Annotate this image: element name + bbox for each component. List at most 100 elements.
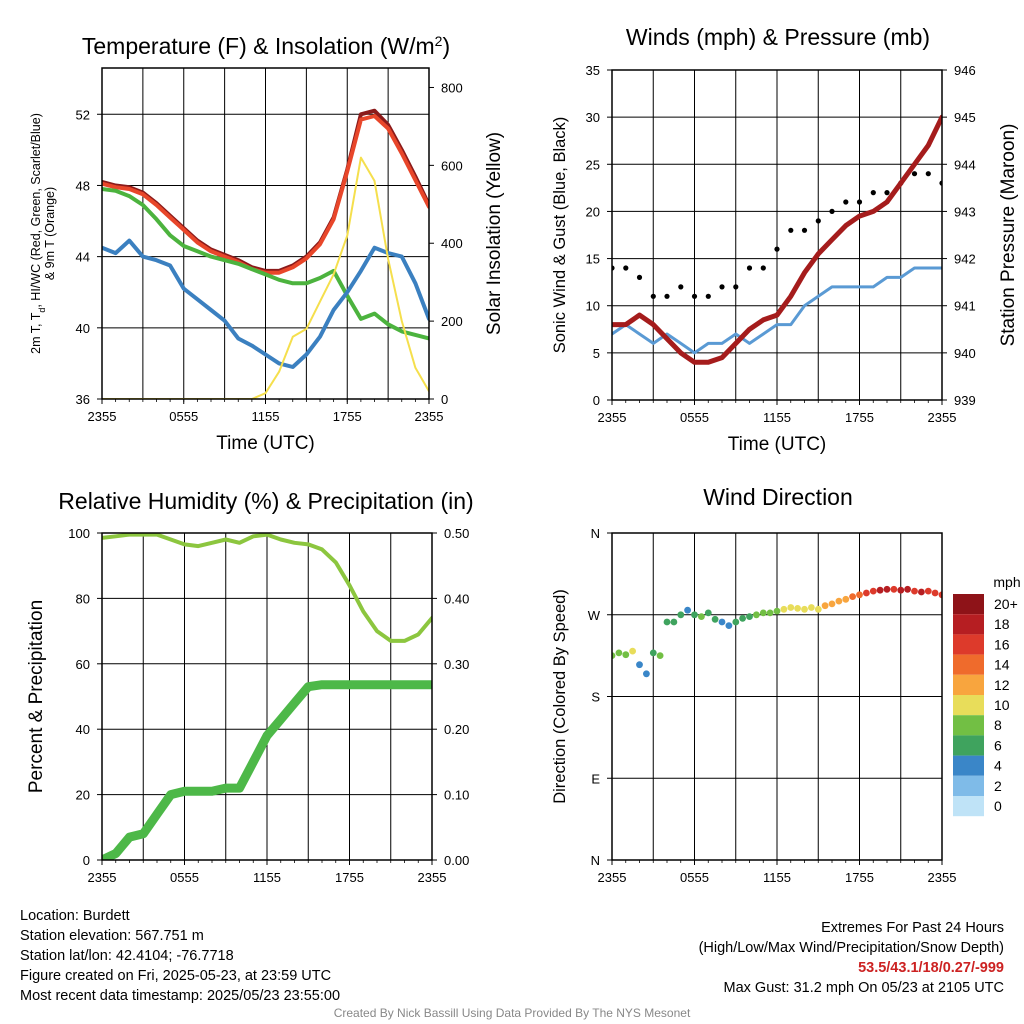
- y2-tick-label: 940: [954, 346, 976, 361]
- chart-panel-1: 36 40 44 48 52 0 200 400 600 800 2355 0555 1155 1755 2…: [29, 33, 505, 454]
- colorbar-swatch: [953, 775, 984, 796]
- y2-tick-label: 0.30: [444, 657, 469, 672]
- direction-point: [883, 585, 891, 593]
- credit-text: Created By Nick Bassill Using Data Provi…: [333, 1006, 691, 1020]
- y2-tick-label: 0.50: [444, 526, 469, 541]
- colorbar-swatch: [953, 634, 984, 655]
- gust-point: [733, 284, 739, 290]
- direction-point: [615, 649, 623, 657]
- gust-point: [664, 293, 670, 299]
- y-tick-label: 20: [586, 204, 600, 219]
- plot-frame: [101, 67, 430, 400]
- y2-axis-label-text: Solar Insolation (Yellow): [484, 132, 505, 335]
- series-line-1: [102, 533, 432, 643]
- y2-axis-label: Station Pressure (Maroon): [998, 124, 1019, 347]
- gust-point: [636, 274, 643, 280]
- station-info: Location: Burdett Station elevation: 567…: [20, 906, 340, 1006]
- y-axis-label: Direction (Colored By Speed): [551, 589, 569, 804]
- y-tick-label: 80: [76, 591, 90, 606]
- direction-point: [780, 605, 788, 613]
- series-line-5: [102, 156, 429, 399]
- direction-point: [711, 615, 719, 623]
- chart-title: Relative Humidity (%) & Precipitation (i…: [58, 488, 473, 514]
- y-tick-label: 10: [586, 299, 600, 314]
- colorbar-label: 6: [994, 737, 1002, 753]
- direction-point: [828, 600, 836, 608]
- direction-point: [643, 670, 650, 678]
- gust-point: [815, 218, 821, 224]
- gust-point: [774, 246, 780, 252]
- speed-colorbar: 20+ 18 16 14 12 10 8 6 4 2 0 mph: [953, 574, 1021, 817]
- x-tick-label: 1155: [252, 409, 280, 424]
- series-line-4: [102, 238, 429, 369]
- x-tick-label: 1755: [845, 870, 874, 885]
- chart-title: Wind Direction: [703, 484, 853, 510]
- direction-point: [766, 609, 774, 617]
- colorbar-label: 18: [994, 616, 1010, 632]
- series-line-3: [612, 114, 942, 365]
- y2-axis-label: Solar Insolation (Yellow): [484, 132, 505, 335]
- x-tick-label: 2355: [88, 870, 117, 885]
- direction-point: [704, 609, 712, 617]
- gust-point: [623, 265, 629, 271]
- direction-point: [856, 591, 863, 599]
- x-tick-label: 1755: [333, 409, 362, 424]
- direction-point: [670, 618, 678, 626]
- colorbar-label: 10: [994, 697, 1010, 713]
- y2-tick-label: 945: [954, 110, 976, 125]
- y-tick-label: 100: [68, 526, 90, 541]
- y-axis-label: Percent & Precipitation: [26, 600, 47, 793]
- gust-point: [843, 199, 849, 205]
- direction-point: [698, 613, 705, 620]
- direction-point: [835, 597, 843, 605]
- series-line-2: [102, 680, 432, 860]
- x-tick-label: 1755: [845, 410, 874, 425]
- colorbar-label: 14: [994, 657, 1010, 673]
- chart-panel-3: 0 20 40 60 80 100 0.00 0.10 0.20 0.30 0.40 0.50 2355…: [26, 488, 474, 885]
- direction-point: [691, 611, 698, 619]
- direction-point: [897, 586, 905, 594]
- y2-tick-label: 600: [441, 158, 463, 173]
- gust-point: [788, 227, 794, 233]
- y-tick-label: 44: [76, 250, 90, 265]
- direction-point: [808, 604, 815, 611]
- x-tick-label: 0555: [169, 409, 198, 424]
- colorbar-swatch: [953, 695, 984, 716]
- y2-tick-label: 946: [954, 63, 976, 78]
- x-axis-label: Time (UTC): [728, 434, 827, 455]
- plot-frame: [611, 69, 943, 401]
- y-axis-label-text: Sonic Wind & Gust (Blue, Black): [551, 117, 569, 354]
- y-tick-label: 15: [586, 252, 600, 267]
- y2-tick-label: 800: [441, 80, 463, 95]
- y-axis-label: 2m T, Td, HI/WC (Red, Green, Scarlet/Blu…: [29, 113, 57, 354]
- direction-point: [612, 652, 616, 659]
- y-tick-label: 35: [586, 63, 600, 78]
- direction-point: [842, 595, 850, 603]
- x-tick-label: 0555: [680, 410, 709, 425]
- direction-point: [911, 587, 918, 595]
- direction-point: [849, 593, 856, 600]
- direction-point: [794, 605, 801, 612]
- x-tick-label: 0555: [170, 870, 199, 885]
- gust-point: [801, 227, 808, 233]
- latlon-text: Station lat/lon: 42.4104; -76.7718: [20, 948, 234, 964]
- direction-point: [753, 611, 760, 619]
- colorbar-label: 8: [994, 717, 1002, 733]
- direction-point: [924, 587, 932, 595]
- extremes-box: Extremes For Past 24 Hours (High/Low/Max…: [699, 918, 1004, 998]
- y-tick-label: 40: [76, 321, 90, 336]
- y-axis-label-line1: 2m T, Td, HI/WC (Red, Green, Scarlet/Blu…: [29, 113, 47, 354]
- direction-point: [759, 609, 767, 617]
- y-tick-label: N: [591, 526, 600, 541]
- direction-point: [801, 605, 808, 613]
- x-tick-label: 2355: [598, 410, 627, 425]
- direction-point: [821, 602, 829, 610]
- y-tick-label: 48: [76, 178, 90, 193]
- extremes-subtitle: (High/Low/Max Wind/Precipitation/Snow De…: [698, 940, 1004, 956]
- colorbar-swatch: [953, 594, 984, 615]
- extremes-title: Extremes For Past 24 Hours: [821, 920, 1004, 936]
- y2-tick-label: 0.00: [444, 853, 469, 868]
- y2-tick-label: 939: [954, 393, 976, 408]
- elevation-text: Station elevation: 567.751 m: [20, 928, 204, 944]
- y-tick-label: 52: [76, 107, 90, 122]
